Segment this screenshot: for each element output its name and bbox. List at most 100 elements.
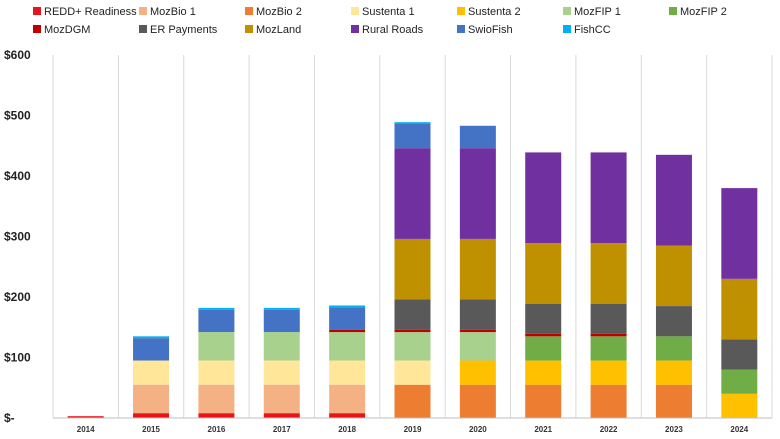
bar-segment <box>198 360 235 385</box>
legend-label: ER Payments <box>150 24 218 36</box>
bar-segment <box>655 154 692 246</box>
bar-segment <box>459 148 496 239</box>
y-tick-label: $- <box>4 411 15 425</box>
x-axis: 2014 2015 2016 2017 2018 2019 2020 2021 2022 2023… <box>53 417 772 434</box>
legend-swatch <box>245 25 253 33</box>
legend-swatch <box>245 7 253 15</box>
bar-stack <box>655 154 692 418</box>
legend-item: Sustenta 2 <box>457 6 521 18</box>
bar-segment <box>198 332 235 361</box>
bar-segment <box>721 393 758 418</box>
legend-item: ER Payments <box>139 24 218 36</box>
legend-item: MozFIP 1 <box>563 6 621 18</box>
bar-segment <box>133 413 170 418</box>
bar-segment <box>263 413 300 418</box>
y-tick-label: $100 <box>4 351 31 365</box>
bar-segment <box>459 329 496 333</box>
bar-segment <box>329 413 366 418</box>
bar-segment <box>525 333 562 337</box>
legend-label: SwioFish <box>468 24 513 36</box>
y-axis: $- $100 $200 $300 $400 $500 $600 <box>4 48 31 425</box>
bar-segment <box>329 332 366 361</box>
x-tick-label: 2018 <box>338 425 356 434</box>
bar-segment <box>525 303 562 334</box>
legend-swatch <box>351 25 359 33</box>
bar-segment <box>263 384 300 414</box>
legend-swatch <box>139 25 147 33</box>
bar-segment <box>721 188 758 279</box>
bar-segment <box>590 336 627 361</box>
bar-segment <box>133 384 170 414</box>
bar-segment <box>655 306 692 337</box>
bar-segment <box>394 148 431 239</box>
bar-segment <box>133 360 170 385</box>
x-tick-label: 2017 <box>273 425 291 434</box>
x-tick-label: 2023 <box>665 425 683 434</box>
bar-stack <box>721 188 758 418</box>
bar-stack <box>67 416 104 418</box>
bar-segment <box>655 245 692 307</box>
bar-segment <box>459 332 496 361</box>
legend-label: MozFIP 2 <box>680 6 727 18</box>
bars <box>67 122 758 418</box>
bar-segment <box>394 122 431 124</box>
bar-stack <box>590 152 627 418</box>
legend-swatch <box>139 7 147 15</box>
legend-swatch <box>563 25 571 33</box>
bar-segment <box>525 360 562 385</box>
bar-segment <box>655 360 692 385</box>
x-tick-label: 2016 <box>208 425 226 434</box>
bar-stack <box>459 125 496 418</box>
y-tick-label: $500 <box>4 109 31 123</box>
legend-swatch <box>351 7 359 15</box>
bar-segment <box>721 278 758 340</box>
y-tick-label: $600 <box>4 48 31 62</box>
x-tick-label: 2019 <box>404 425 422 434</box>
legend-item: SwioFish <box>457 24 513 36</box>
legend-item: MozBio 2 <box>245 6 302 18</box>
bar-segment <box>459 299 496 330</box>
bar-segment <box>263 360 300 385</box>
bar-segment <box>525 243 562 304</box>
bar-segment <box>721 339 758 370</box>
bar-segment <box>590 303 627 334</box>
bar-segment <box>329 384 366 414</box>
legend-item: MozLand <box>245 24 301 36</box>
x-tick-label: 2021 <box>534 425 552 434</box>
bar-segment <box>198 384 235 414</box>
bar-segment <box>525 384 562 418</box>
legend-label: MozDGM <box>44 24 90 36</box>
bar-segment <box>394 123 431 149</box>
legend-swatch <box>33 25 41 33</box>
bar-stack <box>525 152 562 418</box>
bar-segment <box>655 384 692 418</box>
x-tick-label: 2014 <box>77 425 95 434</box>
bar-segment <box>67 416 104 418</box>
gridlines <box>52 55 773 418</box>
bar-segment <box>394 299 431 330</box>
y-tick-label: $200 <box>4 290 31 304</box>
bar-stack <box>263 307 300 418</box>
bar-segment <box>133 336 170 339</box>
legend-item: REDD+ Readiness <box>33 6 137 18</box>
x-tick-label: 2024 <box>730 425 748 434</box>
legend-swatch <box>669 7 677 15</box>
legend-swatch <box>33 7 41 15</box>
bar-segment <box>394 384 431 418</box>
bar-segment <box>590 152 627 244</box>
bar-segment <box>459 238 496 300</box>
bar-segment <box>394 332 431 361</box>
bar-segment <box>590 384 627 418</box>
bar-segment <box>590 243 627 304</box>
bar-segment <box>459 360 496 385</box>
legend-label: REDD+ Readiness <box>44 6 137 18</box>
legend-item: MozDGM <box>33 24 90 36</box>
bar-segment <box>459 125 496 149</box>
bar-segment <box>655 336 692 361</box>
legend-item: Rural Roads <box>351 24 424 36</box>
bar-segment <box>394 238 431 300</box>
legend-label: Sustenta 1 <box>362 6 415 18</box>
bar-stack <box>133 336 170 418</box>
